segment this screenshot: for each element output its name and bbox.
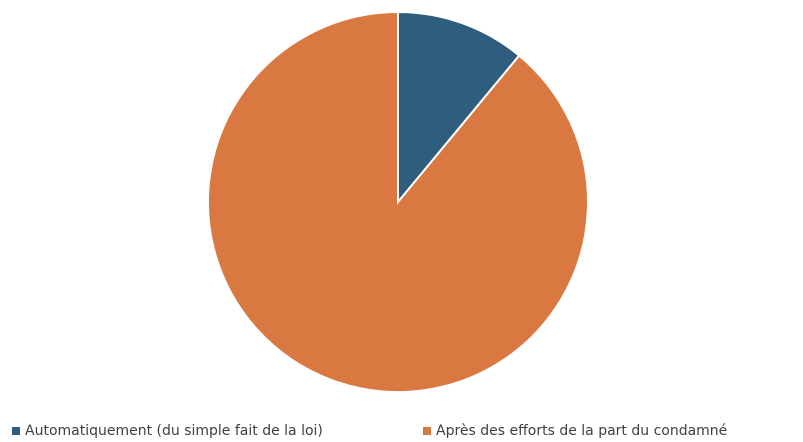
legend-marker xyxy=(423,427,431,435)
pie-slice xyxy=(207,10,589,393)
pie-slice xyxy=(397,10,521,205)
legend-marker xyxy=(12,427,20,435)
legend-label: Automatiquement (du simple fait de la lo… xyxy=(25,423,323,439)
legend-label: Après des efforts de la part du condamné xyxy=(436,423,727,439)
